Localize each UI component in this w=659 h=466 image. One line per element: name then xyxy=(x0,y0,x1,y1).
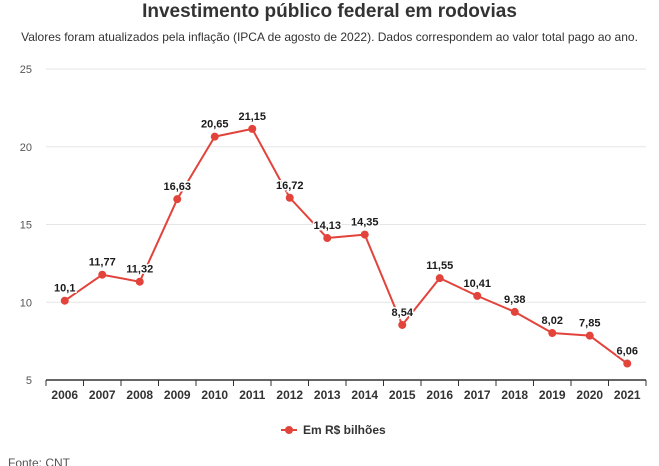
x-tick-label: 2012 xyxy=(276,388,303,402)
data-point[interactable] xyxy=(360,230,369,239)
legend-label[interactable]: Em R$ bilhões xyxy=(303,423,386,437)
series-line-path xyxy=(64,127,628,365)
x-tick-label: 2006 xyxy=(51,388,78,402)
x-tick-label: 2014 xyxy=(351,388,378,402)
x-tick-label: 2018 xyxy=(501,388,528,402)
data-label: 7,85 xyxy=(579,318,600,330)
data-point[interactable] xyxy=(173,195,182,204)
data-label: 16,72 xyxy=(276,180,304,192)
data-point[interactable] xyxy=(435,274,444,283)
data-point[interactable] xyxy=(98,270,107,279)
data-points xyxy=(60,124,632,368)
source-note: Fonte: CNT xyxy=(8,456,71,466)
x-tick-label: 2010 xyxy=(201,388,228,402)
data-point[interactable] xyxy=(398,320,407,329)
y-tick-label: 25 xyxy=(20,64,32,76)
x-tick-label: 2021 xyxy=(614,388,641,402)
x-tick-label: 2016 xyxy=(426,388,453,402)
data-label: 14,13 xyxy=(313,220,341,232)
data-label: 9,38 xyxy=(504,294,525,306)
data-label: 11,55 xyxy=(426,260,453,272)
series-line xyxy=(64,127,628,365)
data-label: 11,32 xyxy=(126,264,153,276)
x-tick-label: 2008 xyxy=(126,388,153,402)
y-tick-label: 20 xyxy=(20,142,32,154)
data-point[interactable] xyxy=(285,193,294,202)
legend-marker xyxy=(285,426,293,434)
y-tick-label: 15 xyxy=(20,220,32,232)
data-point[interactable] xyxy=(135,277,144,286)
data-labels: 10,1 11,77 11,32 16,63 20,65 21,15 16,72 14,13 1… xyxy=(53,109,640,359)
data-point[interactable] xyxy=(623,359,632,368)
data-label: 8,02 xyxy=(542,315,563,327)
data-label: 16,63 xyxy=(163,181,191,193)
chart-subtitle: Valores foram atualizados pela inflação … xyxy=(21,30,638,44)
y-axis-ticks: 5 10 15 20 25 xyxy=(20,64,32,387)
data-point[interactable] xyxy=(548,329,557,338)
x-tick-label: 2020 xyxy=(576,388,603,402)
data-point[interactable] xyxy=(585,331,594,340)
data-label: 10,1 xyxy=(54,283,75,295)
data-label: 11,77 xyxy=(89,257,116,269)
data-label: 20,65 xyxy=(201,119,229,131)
data-label: 6,06 xyxy=(617,346,638,358)
data-point[interactable] xyxy=(323,234,332,243)
data-point[interactable] xyxy=(510,307,519,316)
data-point[interactable] xyxy=(473,291,482,300)
data-point[interactable] xyxy=(248,124,257,133)
x-tick-label: 2015 xyxy=(389,388,416,402)
x-tick-label: 2013 xyxy=(314,388,341,402)
x-tick-label: 2019 xyxy=(539,388,566,402)
chart-title: Investimento público federal em rodovias xyxy=(142,1,517,22)
x-tick-label: 2009 xyxy=(164,388,191,402)
data-label: 8,54 xyxy=(392,307,414,319)
legend[interactable]: Em R$ bilhões xyxy=(281,423,386,437)
data-label: 10,41 xyxy=(463,278,491,290)
x-tick-label: 2007 xyxy=(89,388,116,402)
data-label: 14,35 xyxy=(351,217,379,229)
data-label: 21,15 xyxy=(238,111,266,123)
x-axis: 2006 2007 2008 2009 2010 2011 2012 2013 2014 2015… xyxy=(45,379,647,402)
x-tick-label: 2011 xyxy=(239,388,265,402)
data-point[interactable] xyxy=(210,132,219,141)
x-tick-label: 2017 xyxy=(464,388,491,402)
grid-lines xyxy=(46,68,646,303)
data-point[interactable] xyxy=(60,296,69,305)
y-tick-label: 10 xyxy=(20,297,32,309)
y-tick-label: 5 xyxy=(26,375,32,387)
